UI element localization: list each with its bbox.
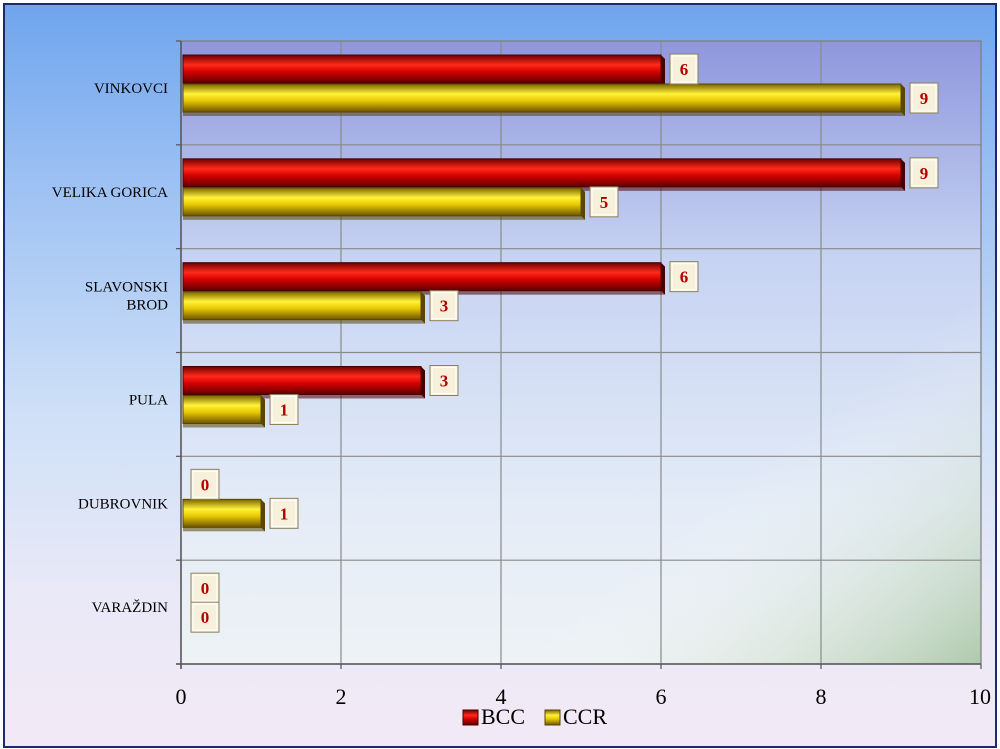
data-label-box bbox=[190, 468, 220, 500]
data-label-box bbox=[269, 394, 299, 425]
category-label: SLAVONSKI bbox=[85, 280, 168, 296]
data-label: 1 bbox=[280, 504, 289, 523]
category-label: PULA bbox=[129, 392, 168, 408]
category-label: VELIKA GORICA bbox=[52, 185, 168, 201]
bar-end-cap bbox=[901, 84, 905, 116]
data-label: 1 bbox=[280, 401, 289, 420]
data-label-box-highlight bbox=[671, 263, 697, 291]
data-label-box-highlight bbox=[591, 188, 617, 216]
data-label-box-highlight bbox=[192, 603, 218, 631]
data-label: 9 bbox=[920, 89, 929, 108]
bar-bcc bbox=[182, 158, 902, 188]
data-label: 0 bbox=[201, 579, 210, 598]
bar-end-cap bbox=[581, 187, 585, 220]
data-label: 3 bbox=[440, 372, 449, 391]
data-label-box bbox=[909, 157, 939, 189]
bar-end-cap bbox=[661, 55, 665, 87]
bar-end-cap bbox=[661, 262, 665, 295]
x-tick-label: 2 bbox=[336, 684, 347, 709]
bar-ccr bbox=[182, 83, 902, 113]
data-label-box bbox=[190, 601, 220, 633]
bar-end-cap bbox=[421, 366, 425, 399]
bar-end-cap bbox=[421, 291, 425, 324]
data-label: 0 bbox=[201, 608, 210, 627]
x-tick-label: 8 bbox=[816, 684, 827, 709]
bar-bcc bbox=[182, 262, 662, 292]
legend: BCC CCR bbox=[462, 704, 607, 729]
legend-label: CCR bbox=[563, 704, 607, 729]
bar-end-cap bbox=[261, 499, 265, 532]
data-label-box-highlight bbox=[192, 574, 218, 602]
data-label-box-highlight bbox=[431, 292, 457, 320]
data-label: 6 bbox=[680, 60, 689, 79]
bar-end-cap bbox=[901, 158, 905, 191]
data-label: 5 bbox=[600, 193, 609, 212]
data-label-box bbox=[269, 497, 299, 529]
category-label: DUBROVNIK bbox=[78, 496, 168, 512]
data-label-box-highlight bbox=[911, 84, 937, 112]
data-label-box bbox=[589, 186, 619, 218]
data-label-box bbox=[190, 572, 220, 604]
data-label: 0 bbox=[201, 475, 210, 494]
category-label: BROD bbox=[126, 298, 168, 314]
data-label-box-highlight bbox=[192, 470, 218, 498]
data-label-box-highlight bbox=[671, 55, 697, 83]
bar-ccr bbox=[182, 291, 422, 321]
bar-bcc bbox=[182, 366, 422, 395]
data-label-box-highlight bbox=[271, 396, 297, 423]
data-label-box bbox=[429, 290, 459, 322]
bar-ccr bbox=[182, 395, 262, 424]
x-tick-label: 0 bbox=[176, 684, 187, 709]
bar-ccr bbox=[182, 187, 582, 217]
data-label: 6 bbox=[680, 268, 689, 287]
data-label-box-highlight bbox=[271, 499, 297, 527]
legend-swatch-bcc bbox=[462, 709, 479, 726]
x-tick-label: 4 bbox=[496, 684, 507, 709]
data-label-box-highlight bbox=[431, 367, 457, 394]
legend-label: BCC bbox=[481, 704, 525, 729]
data-label-box bbox=[909, 82, 939, 114]
data-label-box bbox=[429, 365, 459, 396]
x-tick-label: 10 bbox=[969, 684, 991, 709]
data-label-box bbox=[669, 261, 699, 293]
bar-ccr bbox=[182, 498, 262, 528]
bar-end-cap bbox=[261, 395, 265, 428]
category-label: VINKOVCI bbox=[94, 81, 168, 97]
x-tick-label: 6 bbox=[656, 684, 667, 709]
data-label-box-highlight bbox=[911, 159, 937, 187]
legend-swatch-ccr bbox=[544, 709, 561, 726]
data-label: 3 bbox=[440, 297, 449, 316]
data-label-box bbox=[669, 53, 699, 85]
bar-bcc bbox=[182, 54, 662, 84]
category-label: VARAŽDIN bbox=[92, 599, 169, 616]
data-label: 9 bbox=[920, 164, 929, 183]
